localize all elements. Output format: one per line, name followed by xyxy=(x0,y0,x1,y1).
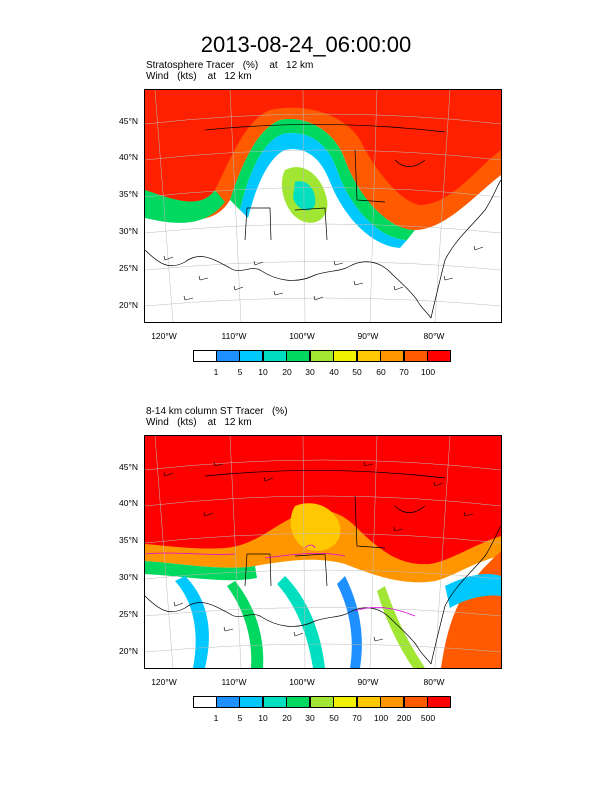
panel1-colorbar-label: 50 xyxy=(352,367,362,377)
panel2-colorbar-label: 30 xyxy=(305,713,315,723)
panel2-colorbar-label: 10 xyxy=(258,713,268,723)
colorbar-swatch xyxy=(427,350,451,362)
colorbar-swatch xyxy=(380,350,404,362)
colorbar-swatch xyxy=(286,696,310,708)
colorbar-swatch xyxy=(357,350,381,362)
panel2-lat-label: 45°N xyxy=(119,462,138,472)
panel2-colorbar-label: 70 xyxy=(352,713,362,723)
colorbar-swatch xyxy=(380,696,404,708)
colorbar-swatch xyxy=(193,696,217,708)
panel1-colorbar-label: 30 xyxy=(305,367,315,377)
panel2-lat-label: 30°N xyxy=(119,572,138,582)
page-title: 2013-08-24_06:00:00 xyxy=(200,32,412,57)
colorbar-swatch xyxy=(333,696,357,708)
panel1-subtitle-1: Stratosphere Tracer (%) at 12 km xyxy=(146,60,314,71)
panel1-colorbar-label: 10 xyxy=(258,367,268,377)
colorbar-swatch xyxy=(357,696,381,708)
panel1-lat-label: 35°N xyxy=(119,189,138,199)
colorbar-swatch xyxy=(427,696,451,708)
panel1-lon-label: 120°W xyxy=(151,331,177,341)
panel1-subtitle-2: Wind (kts) at 12 km xyxy=(146,71,252,82)
panel2-lat-label: 25°N xyxy=(119,609,138,619)
panel2-colorbar xyxy=(193,696,451,708)
panel2-subtitle-1: 8-14 km column ST Tracer (%) xyxy=(146,406,288,417)
panel2-colorbar-label: 100 xyxy=(373,713,389,723)
panel1-colorbar-label: 1 xyxy=(213,367,219,377)
panel2-colorbar-label: 200 xyxy=(396,713,412,723)
panel1-lat-label: 25°N xyxy=(119,263,138,273)
panel2-lon-label: 100°W xyxy=(289,677,315,687)
panel1-colorbar-label: 5 xyxy=(237,367,243,377)
panel2-lon-label: 80°W xyxy=(423,677,445,687)
colorbar-swatch xyxy=(239,696,263,708)
colorbar-swatch xyxy=(216,350,240,362)
panel1-lat-label: 40°N xyxy=(119,152,138,162)
colorbar-swatch xyxy=(216,696,240,708)
panel2-colorbar-label: 5 xyxy=(237,713,243,723)
colorbar-swatch xyxy=(286,350,310,362)
panel1-lon-label: 100°W xyxy=(289,331,315,341)
panel1-colorbar-label: 40 xyxy=(329,367,339,377)
panel2-subtitle-2: Wind (kts) at 12 km xyxy=(146,417,252,428)
panel1-lat-label: 30°N xyxy=(119,226,138,236)
colorbar-swatch xyxy=(310,696,334,708)
panel1-lon-label: 110°W xyxy=(221,331,247,341)
panel2-lat-label: 35°N xyxy=(119,535,138,545)
panel1-colorbar-label: 20 xyxy=(282,367,292,377)
panel1-colorbar-label: 60 xyxy=(376,367,386,377)
colorbar-swatch xyxy=(193,350,217,362)
panel1-colorbar-label: 100 xyxy=(420,367,436,377)
panel2-lon-label: 90°W xyxy=(357,677,379,687)
colorbar-swatch xyxy=(263,696,287,708)
panel2-colorbar-label: 50 xyxy=(329,713,339,723)
panel2-map-svg xyxy=(145,436,501,668)
panel2-colorbar-label: 20 xyxy=(282,713,292,723)
panel1-lat-label: 20°N xyxy=(119,300,138,310)
colorbar-swatch xyxy=(239,350,263,362)
panel1-map xyxy=(144,89,502,323)
panel2-lat-label: 40°N xyxy=(119,498,138,508)
colorbar-swatch xyxy=(333,350,357,362)
colorbar-swatch xyxy=(310,350,334,362)
panel2-lon-label: 120°W xyxy=(151,677,177,687)
panel1-lat-label: 45°N xyxy=(119,116,138,126)
panel1-lon-label: 80°W xyxy=(423,331,445,341)
panel2-map xyxy=(144,435,502,669)
colorbar-swatch xyxy=(404,350,428,362)
panel2-lon-label: 110°W xyxy=(221,677,247,687)
panel1-map-svg xyxy=(145,90,501,322)
colorbar-swatch xyxy=(263,350,287,362)
panel2-lat-label: 20°N xyxy=(119,646,138,656)
panel2-colorbar-label: 1 xyxy=(213,713,219,723)
panel1-colorbar-label: 70 xyxy=(399,367,409,377)
panel1-lon-label: 90°W xyxy=(357,331,379,341)
colorbar-swatch xyxy=(404,696,428,708)
panel2-colorbar-label: 500 xyxy=(420,713,436,723)
panel1-colorbar xyxy=(193,350,451,362)
